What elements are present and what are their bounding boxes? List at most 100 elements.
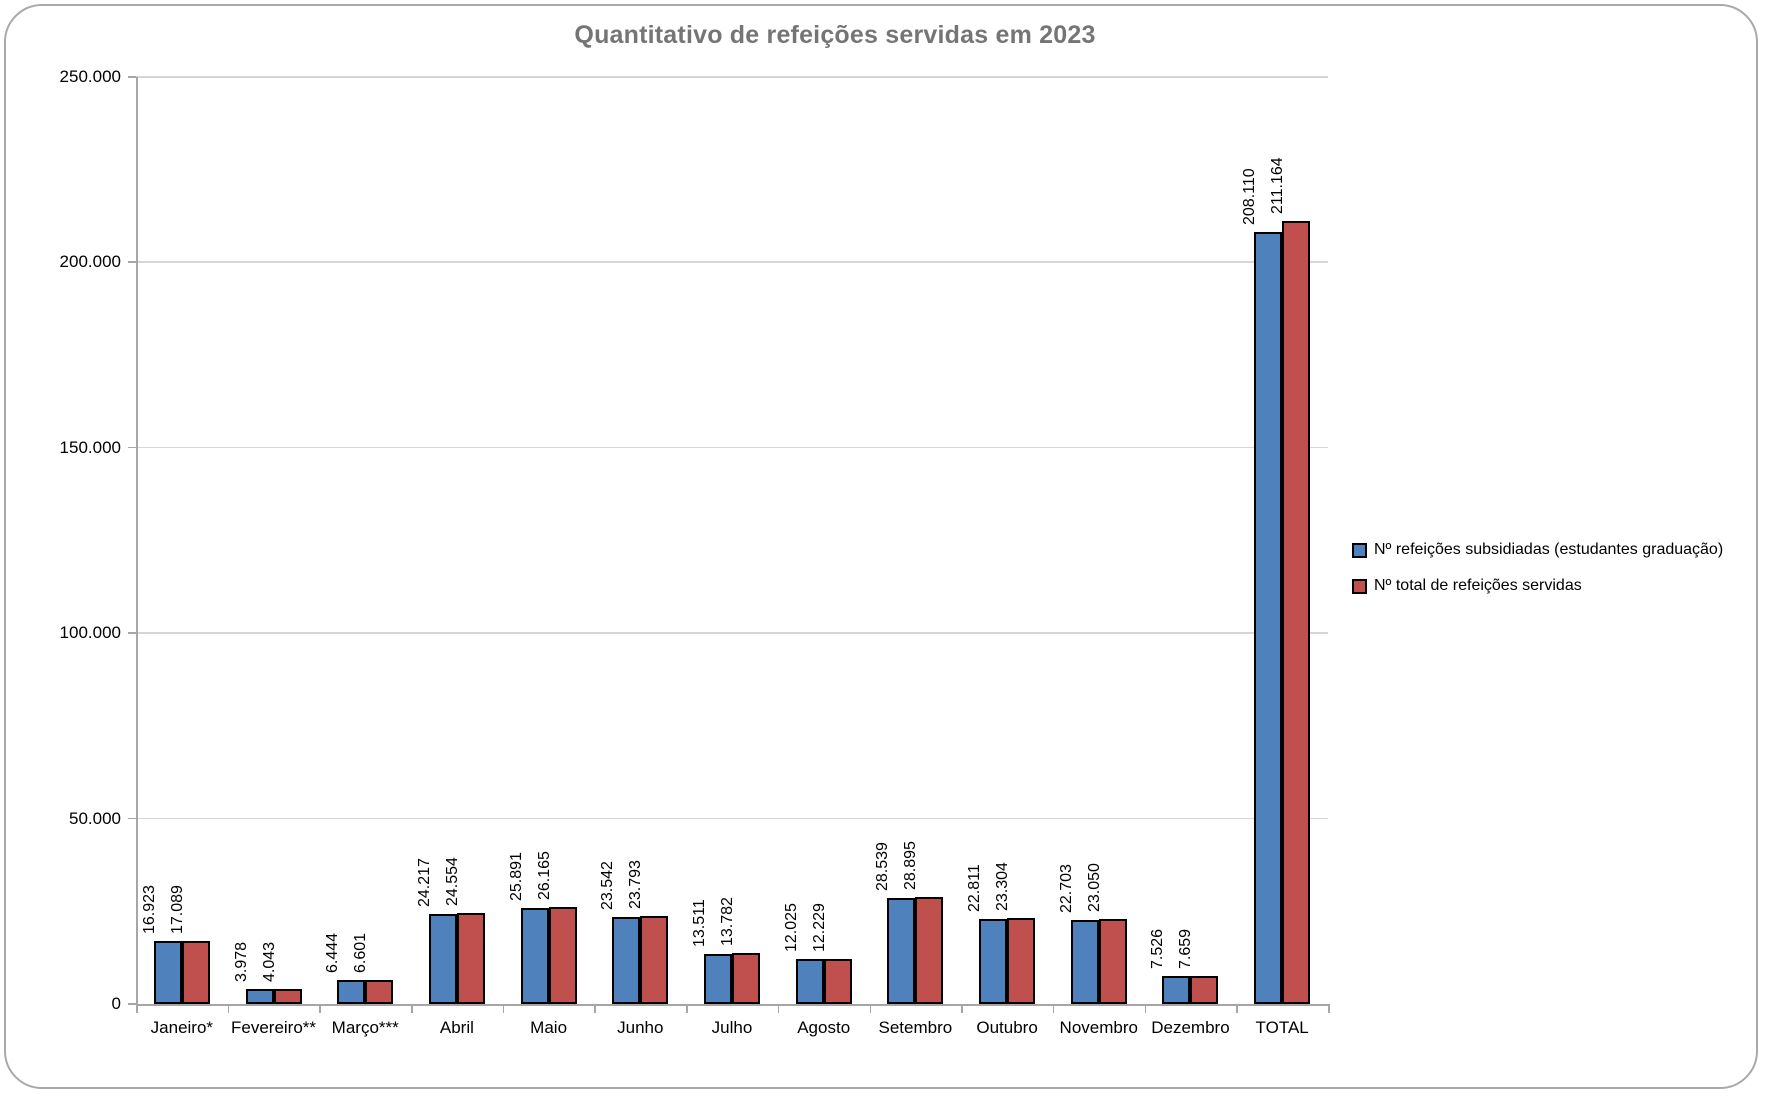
y-axis-tick	[128, 261, 136, 263]
data-label: 6.444	[324, 933, 342, 974]
bar-subsidiadas	[612, 916, 641, 1004]
x-axis-tick	[1328, 1006, 1330, 1013]
data-label: 24.554	[443, 857, 461, 906]
x-axis-category-label: Abril	[439, 1018, 474, 1037]
y-gridline	[136, 817, 1328, 820]
x-axis-tick	[594, 1006, 596, 1013]
bar-subsidiadas	[887, 898, 916, 1004]
data-label: 23.542	[599, 860, 617, 910]
data-label: 6.601	[352, 932, 370, 973]
legend: Nº refeições subsidiadas (estudantes gra…	[1352, 540, 1723, 612]
y-gridline	[136, 632, 1328, 634]
x-axis-tick	[136, 1006, 138, 1013]
legend-item-subsidiadas: Nº refeições subsidiadas (estudantes gra…	[1352, 540, 1723, 560]
data-label: 25.891	[507, 852, 525, 901]
bar-subsidiadas	[520, 907, 549, 1004]
x-axis-category-label: Maio	[530, 1018, 568, 1037]
y-axis-tick	[128, 76, 136, 78]
bar-total	[365, 979, 394, 1004]
x-axis-category-label: Dezembro	[1151, 1018, 1230, 1037]
bar-subsidiadas	[428, 914, 457, 1004]
x-axis-category-label: Outubro	[976, 1018, 1038, 1037]
legend-label-subsidiadas: Nº refeições subsidiadas (estudantes gra…	[1374, 541, 1724, 558]
y-axis-tick	[128, 446, 136, 449]
y-axis-label: 250.000	[59, 67, 121, 86]
y-axis-label: 150.000	[59, 437, 121, 457]
bar-total	[1007, 917, 1036, 1004]
x-axis-line	[136, 1004, 1330, 1006]
legend-item-total: Nº total de refeições servidas	[1352, 576, 1723, 596]
bar-total	[640, 915, 669, 1004]
data-label: 16.923	[140, 885, 158, 935]
data-label: 13.511	[691, 899, 708, 947]
bar-total	[1190, 975, 1219, 1004]
x-axis-tick	[319, 1006, 321, 1013]
data-label: 13.782	[719, 896, 736, 946]
x-axis-tick	[686, 1006, 688, 1013]
x-axis-tick	[961, 1006, 963, 1013]
data-label: 7.526	[1149, 929, 1167, 970]
y-axis-tick	[128, 817, 136, 820]
data-label: 22.811	[966, 864, 984, 913]
data-label: 211.164	[1269, 157, 1287, 214]
x-axis-category-label: Julho	[711, 1018, 753, 1037]
bar-subsidiadas	[1162, 976, 1191, 1004]
x-axis-category-label: Junho	[617, 1018, 664, 1037]
legend-marker-total-icon	[1352, 578, 1367, 594]
x-axis-category-label: Janeiro*	[150, 1018, 214, 1037]
bar-subsidiadas	[704, 953, 732, 1004]
bar-total	[1098, 918, 1127, 1004]
y-axis-tick	[128, 1003, 136, 1005]
x-axis-category-label: Agosto	[797, 1018, 851, 1037]
data-label: 23.793	[627, 859, 645, 909]
data-label: 4.043	[260, 941, 278, 982]
data-label: 24.217	[415, 858, 433, 908]
x-axis-tick	[1236, 1006, 1238, 1013]
bar-total	[548, 906, 577, 1004]
x-axis-category-label: Março***	[331, 1018, 399, 1037]
data-label: 3.978	[232, 942, 250, 983]
data-label: 12.229	[810, 902, 828, 952]
x-axis-category-label: TOTAL	[1255, 1018, 1309, 1037]
bar-subsidiadas	[153, 941, 182, 1004]
data-label: 12.025	[782, 903, 800, 953]
x-axis-tick	[1144, 1006, 1147, 1013]
legend-marker-subsidiadas-icon	[1352, 542, 1367, 558]
data-label: 28.895	[902, 840, 920, 890]
y-axis-label: 200.000	[59, 252, 121, 272]
x-axis-tick	[777, 1006, 780, 1013]
legend-label-total: Nº total de refeições servidas	[1374, 577, 1582, 594]
bar-total	[823, 958, 852, 1004]
x-axis-tick	[869, 1006, 872, 1013]
x-axis-category-label: Novembro	[1059, 1018, 1138, 1037]
bar-subsidiadas	[1254, 232, 1283, 1004]
bar-total	[1282, 221, 1311, 1004]
y-gridline	[136, 446, 1328, 449]
bar-total	[732, 952, 760, 1004]
bar-subsidiadas	[245, 989, 274, 1004]
data-label: 22.703	[1057, 863, 1075, 913]
bar-total	[456, 912, 485, 1004]
x-axis-category-label: Setembro	[878, 1018, 953, 1037]
x-axis-tick	[227, 1006, 230, 1013]
bar-subsidiadas	[337, 980, 366, 1004]
bar-total	[181, 940, 210, 1004]
y-axis-tick	[128, 632, 136, 634]
bar-total	[915, 896, 944, 1004]
x-axis-tick	[502, 1006, 505, 1013]
data-label: 208.110	[1241, 168, 1259, 226]
data-label: 7.659	[1177, 928, 1195, 969]
data-label: 17.089	[168, 884, 186, 934]
bar-subsidiadas	[795, 959, 824, 1004]
x-axis-tick	[1052, 1006, 1055, 1013]
chart-title: Quantitativo de refeições servidas em 20…	[574, 21, 1096, 49]
x-axis-category-label: Fevereiro**	[231, 1018, 317, 1037]
bar-total	[273, 989, 302, 1004]
bar-subsidiadas	[1070, 919, 1099, 1004]
bar-subsidiadas	[979, 919, 1008, 1004]
data-label: 26.165	[535, 851, 553, 900]
y-axis-label: 0	[111, 994, 121, 1013]
data-label: 28.539	[874, 842, 892, 892]
y-axis-line	[136, 77, 138, 1006]
y-gridline	[136, 76, 1328, 78]
